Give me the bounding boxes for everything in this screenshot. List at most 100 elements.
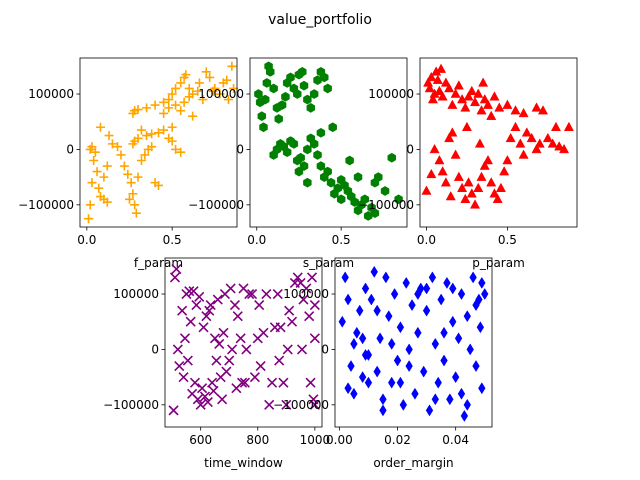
- data-point: [425, 404, 434, 417]
- axes-frame: [164, 257, 323, 428]
- data-point: [133, 105, 143, 115]
- axes-frame: [249, 57, 408, 228]
- data-point: [260, 94, 270, 105]
- data-point: [194, 291, 205, 302]
- data-point: [489, 188, 500, 198]
- data-point: [154, 128, 163, 138]
- data-point: [385, 310, 393, 323]
- data-point: [364, 376, 373, 389]
- data-point: [212, 294, 223, 305]
- data-point: [229, 300, 241, 311]
- data-point: [192, 394, 203, 405]
- y-tick-label: 0: [151, 342, 159, 356]
- data-point: [177, 305, 188, 316]
- data-point: [205, 300, 216, 311]
- scatter-series: [421, 63, 574, 209]
- x-tick-label: 0.02: [384, 433, 411, 447]
- data-point: [419, 365, 428, 378]
- data-point: [189, 377, 201, 388]
- data-point: [191, 300, 202, 311]
- data-point: [344, 293, 352, 306]
- data-point: [299, 80, 309, 91]
- data-point: [367, 293, 376, 306]
- data-point: [428, 271, 437, 284]
- data-point: [90, 147, 100, 157]
- data-point: [214, 338, 225, 349]
- data-point: [376, 332, 384, 345]
- data-point: [518, 107, 529, 118]
- data-point: [554, 141, 565, 151]
- data-point: [453, 80, 464, 90]
- data-point: [320, 72, 329, 83]
- data-point: [396, 321, 405, 334]
- data-point: [542, 132, 553, 143]
- data-point: [482, 154, 493, 165]
- data-point: [94, 183, 104, 193]
- data-point: [223, 95, 233, 105]
- data-point: [463, 177, 474, 187]
- data-point: [140, 150, 150, 160]
- data-point: [350, 197, 359, 207]
- x-tick-label: 800: [246, 433, 269, 447]
- data-point: [99, 172, 109, 182]
- data-point: [130, 200, 140, 210]
- x-tick-label: 1000: [300, 433, 331, 447]
- data-point: [198, 322, 209, 333]
- y-tick-label: 0: [66, 142, 74, 156]
- data-point: [450, 88, 461, 98]
- data-point: [178, 372, 189, 383]
- y-tick-label: −100000: [103, 398, 159, 412]
- data-point: [309, 399, 320, 410]
- data-point: [282, 147, 292, 158]
- y-tick-label: −100000: [358, 198, 414, 212]
- data-point: [133, 172, 143, 182]
- data-point: [387, 152, 397, 163]
- data-point: [358, 371, 367, 384]
- data-point: [473, 88, 484, 98]
- y-tick-label: 100000: [368, 87, 414, 101]
- data-point: [147, 129, 157, 139]
- data-point: [154, 180, 163, 190]
- data-point: [353, 326, 361, 339]
- data-point: [466, 343, 474, 356]
- data-point: [255, 360, 266, 372]
- x-tick-label: 0.04: [442, 433, 469, 447]
- data-point: [478, 382, 486, 395]
- data-point: [201, 311, 212, 322]
- x-tick-label: 0.5: [332, 233, 351, 247]
- data-point: [266, 66, 275, 77]
- scatter-series: [338, 265, 489, 422]
- x-tick-label: 0.0: [417, 233, 436, 247]
- data-point: [164, 95, 174, 105]
- data-point: [168, 405, 179, 416]
- data-point: [176, 78, 186, 88]
- x-tick-label: 0.5: [498, 233, 517, 247]
- subplot-3: 0.0 0.5 −100000 0 100000 p_param: [358, 57, 578, 270]
- data-point: [202, 397, 213, 408]
- data-point: [341, 271, 349, 284]
- data-point: [460, 193, 471, 204]
- data-point: [167, 89, 177, 99]
- data-point: [136, 156, 146, 166]
- data-point: [478, 276, 486, 289]
- scatter-series: [84, 61, 239, 224]
- subplot-5: 0.00 0.02 0.04 −100000 0 100000 order_margin: [273, 257, 493, 470]
- data-point: [502, 154, 513, 165]
- data-point: [492, 193, 503, 204]
- data-point: [374, 172, 383, 183]
- data-point: [232, 311, 243, 322]
- data-point: [272, 288, 283, 300]
- data-point: [466, 188, 477, 198]
- data-point: [388, 376, 396, 389]
- data-point: [434, 154, 445, 165]
- x-tick-label: 0.0: [77, 233, 96, 247]
- y-tick-label: 100000: [28, 87, 74, 101]
- data-point: [379, 404, 387, 417]
- data-point: [457, 182, 468, 192]
- data-point: [164, 103, 174, 113]
- data-point: [87, 142, 97, 152]
- data-point: [222, 75, 232, 85]
- data-point: [284, 305, 295, 316]
- data-point: [463, 398, 471, 411]
